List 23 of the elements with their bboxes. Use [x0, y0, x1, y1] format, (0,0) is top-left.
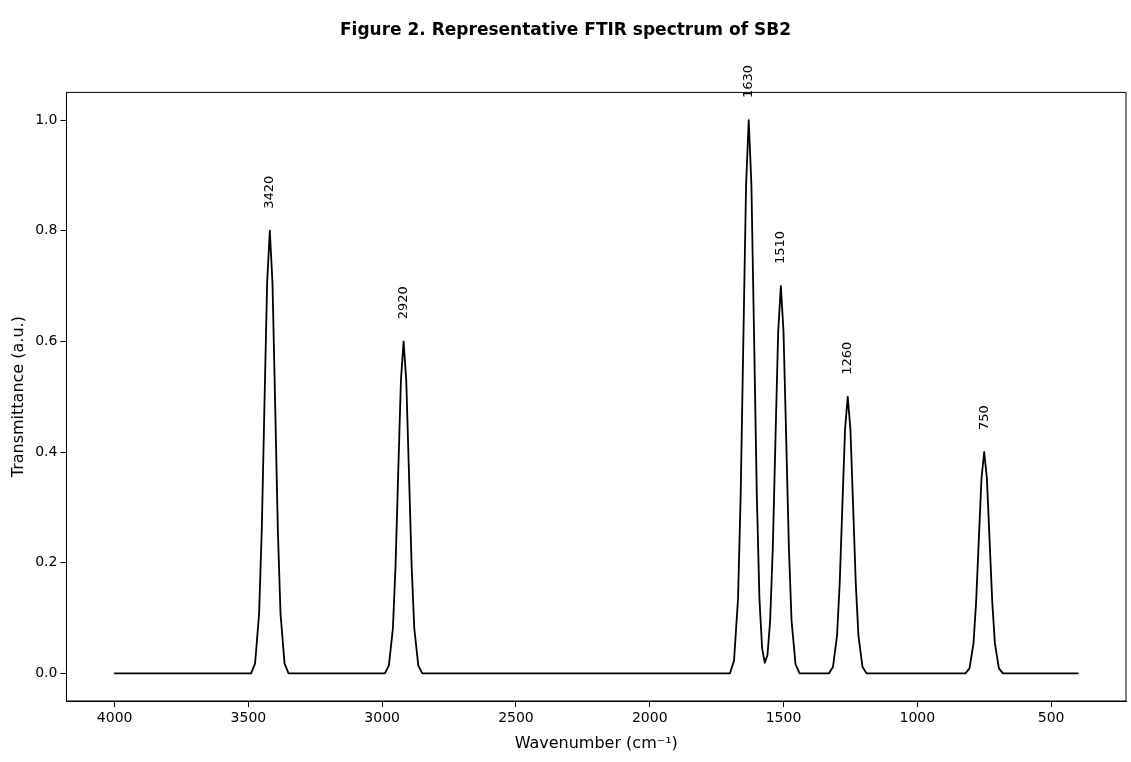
y-tick-label: 0.8 [35, 221, 58, 238]
y-tick-label: 0.2 [35, 553, 58, 570]
y-tick-label: 0.0 [35, 663, 58, 680]
x-tick-label: 1500 [765, 709, 802, 726]
annotation: 750 [975, 405, 991, 431]
x-tick-label: 500 [1037, 709, 1065, 726]
x-tick-label: 2000 [631, 709, 668, 726]
y-tick-label: 1.0 [35, 110, 58, 127]
x-tick-label: 3000 [364, 709, 401, 726]
x-tick-label: 2500 [498, 709, 534, 726]
x-tick-label: 4000 [96, 709, 133, 726]
y-axis-title: Transmittance (a.u.) [7, 316, 27, 479]
annotation: 2920 [394, 286, 410, 320]
chart-title: Figure 2. Representative FTIR spectrum of SB2 [340, 18, 791, 39]
x-tick-label: 1000 [899, 709, 936, 726]
annotation: 1510 [772, 230, 788, 265]
x-tick-label: 3500 [230, 709, 267, 726]
y-tick-label: 0.6 [35, 332, 58, 349]
annotation: 3420 [261, 175, 277, 209]
y-tick-label: 0.4 [35, 442, 58, 459]
annotation: 1630 [740, 64, 756, 99]
annotation: 1260 [839, 341, 855, 375]
x-axis-title: Wavenumber (cm⁻¹) [514, 732, 678, 752]
